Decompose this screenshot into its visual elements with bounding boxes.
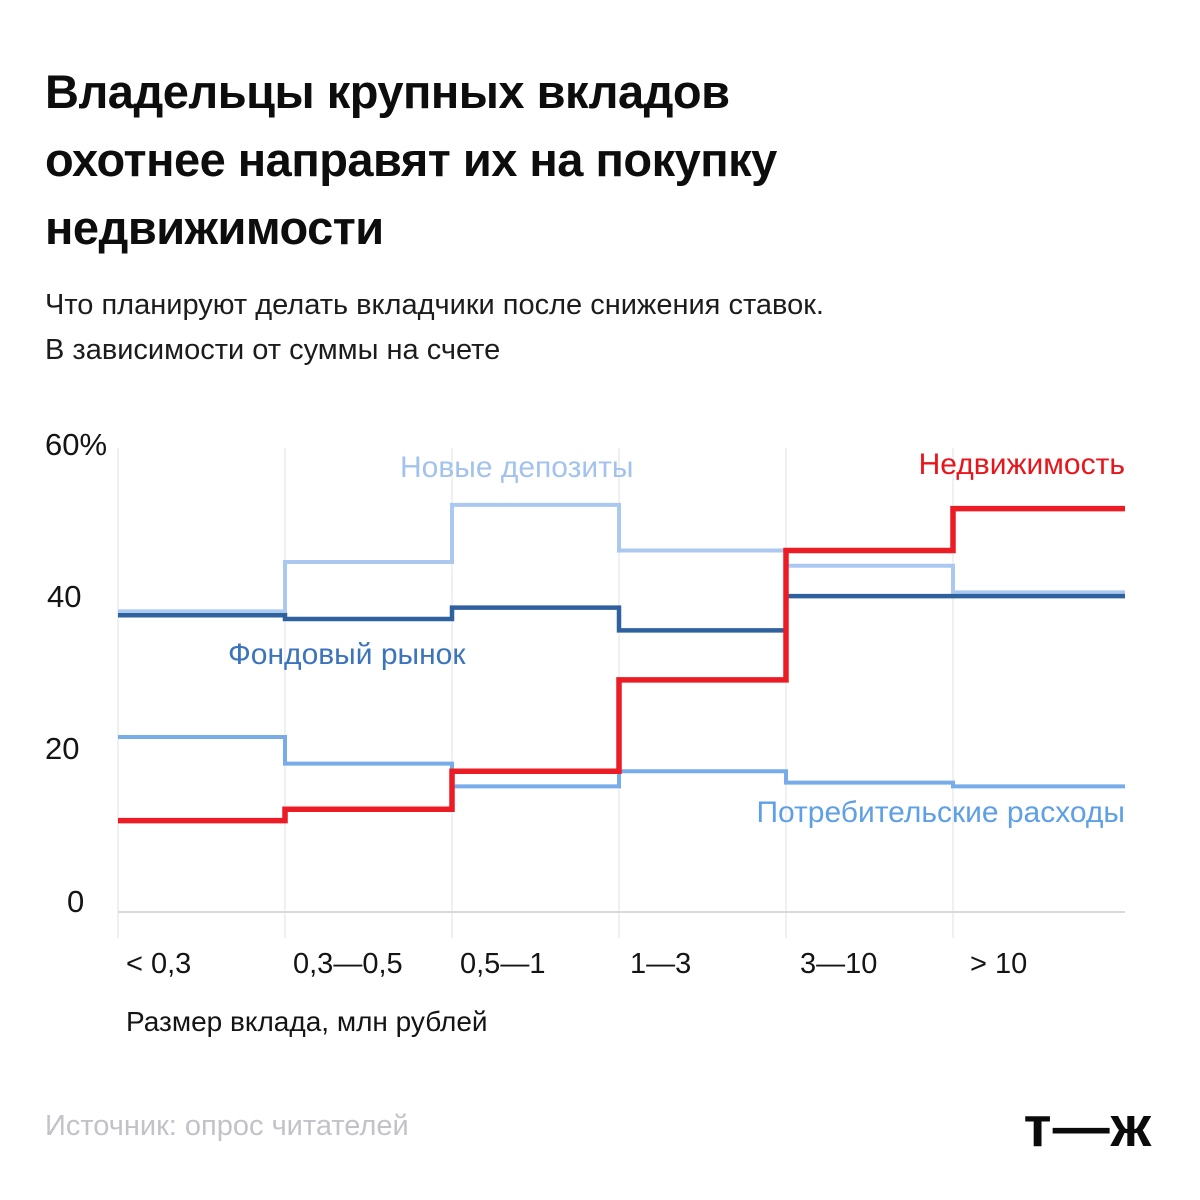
title-line-3: недвижимости [45,201,384,254]
new-deposits-line [118,502,1125,614]
series-label-real-estate: Недвижимость [918,448,1125,481]
y-tick-0: 0 [67,884,85,919]
tj-logo: т—ж [1023,1095,1152,1159]
x-tick-3: 0,5—1 [460,948,546,980]
stock-market-line [118,593,1125,633]
series-label-consumer-spending: Потребительские расходы [756,796,1125,829]
series-label-stock-market: Фондовый рынок [228,638,466,671]
y-tick-40: 40 [47,579,82,614]
x-axis-title: Размер вклада, млн рублей [126,1006,488,1037]
x-tick-6: > 10 [970,948,1028,980]
y-tick-60: 60% [45,427,108,462]
subtitle-line-2: В зависимости от суммы на счете [45,334,501,366]
x-tick-1: < 0,3 [126,948,192,980]
y-tick-20: 20 [45,731,80,766]
chart-subtitle: Что планируют делать вкладчики после сни… [45,283,1085,373]
source-note: Источник: опрос читателей [45,1110,409,1142]
series-label-new-deposits: Новые депозиты [400,451,634,484]
x-tick-4: 1—3 [630,948,692,980]
x-tick-5: 3—10 [800,948,878,980]
page-title: Владельцы крупных вкладов охотнее направ… [45,58,1085,262]
title-line-2: охотнее направят их на покупку [45,133,777,186]
subtitle-line-1: Что планируют делать вкладчики после сни… [45,289,824,321]
title-line-1: Владельцы крупных вкладов [45,65,730,118]
consumer-spending-line [118,734,1125,789]
x-tick-2: 0,3—0,5 [293,948,403,980]
